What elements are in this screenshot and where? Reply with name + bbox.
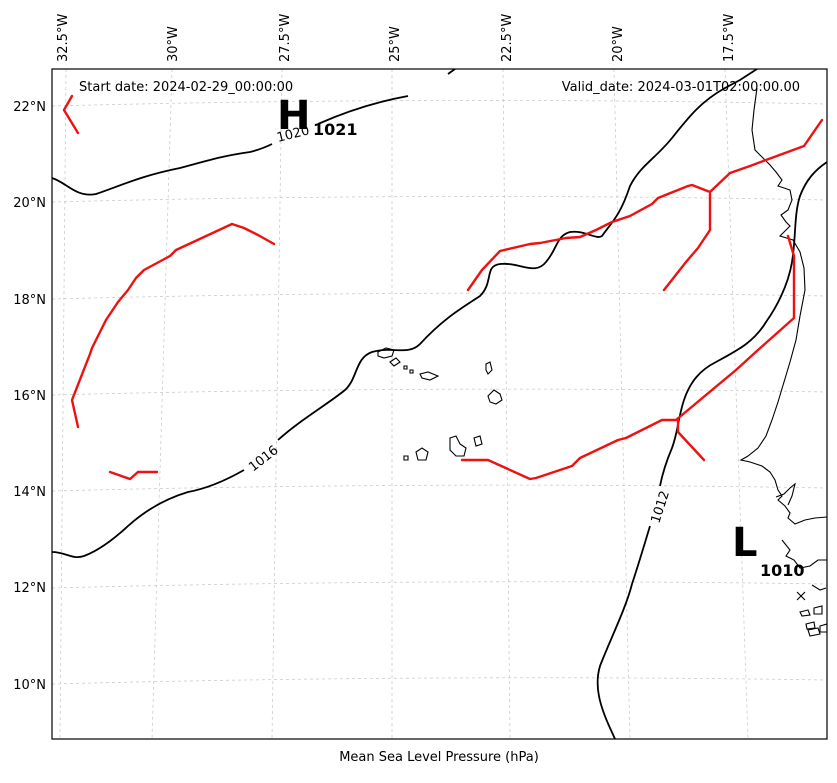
- front-line: [466, 118, 824, 292]
- contour-label-1012: 1012: [649, 489, 673, 525]
- lat-tick-label: 22°N: [13, 100, 46, 115]
- island: [485, 361, 493, 375]
- lat-tick-label: 10°N: [13, 678, 46, 693]
- bijagos-island: [807, 627, 821, 637]
- front-line: [662, 192, 712, 292]
- isobar-1016: [277, 69, 758, 441]
- front-line: [108, 470, 159, 481]
- bijagos-island: [819, 623, 827, 633]
- lon-tick-label: 22.5°W: [500, 14, 515, 62]
- longitude-tick-labels: 32.5°W 30°W 27.5°W 25°W 22.5°W 20°W 17.5…: [56, 14, 737, 62]
- lon-tick-label: 27.5°W: [278, 14, 293, 62]
- low-pressure-center: L 1010: [732, 520, 805, 580]
- lat-tick-label: 18°N: [13, 293, 46, 308]
- lon-tick-label: 32.5°W: [56, 14, 71, 62]
- lon-tick-label: 25°W: [388, 26, 403, 62]
- island: [473, 435, 483, 447]
- isobar-1016: [52, 469, 245, 558]
- high-pressure-value: 1021: [313, 120, 358, 139]
- front-line: [70, 222, 276, 429]
- isobar-1020-north: [447, 69, 456, 75]
- gridlines: [52, 69, 827, 739]
- lat-tick-label: 12°N: [13, 581, 46, 596]
- start-date-label: Start date: 2024-02-29_00:00:00: [79, 80, 293, 95]
- isobar-1020: [317, 95, 409, 125]
- front-line: [62, 94, 80, 135]
- bijagos-island: [813, 605, 823, 615]
- isobar-1020: [52, 143, 273, 196]
- lat-tick-label: 20°N: [13, 196, 46, 211]
- high-pressure-symbol: H: [277, 93, 310, 139]
- map-plot-area: H 1021 L 1010 1020 1016 1012: [52, 69, 827, 739]
- bijagos-island: [799, 609, 811, 617]
- x-axis-label: Mean Sea Level Pressure (hPa): [339, 750, 539, 765]
- front-line: [676, 418, 706, 462]
- isobar-1016-east: [659, 161, 827, 487]
- lat-tick-label: 14°N: [13, 485, 46, 500]
- low-pressure-symbol: L: [732, 520, 758, 566]
- island: [403, 455, 409, 461]
- lon-tick-label: 17.5°W: [722, 14, 737, 62]
- isobar-1012: [596, 525, 651, 739]
- island: [415, 447, 429, 461]
- low-pressure-value: 1010: [760, 561, 805, 580]
- island: [403, 365, 408, 370]
- map-frame: [51, 68, 828, 740]
- high-pressure-center: H 1021: [277, 93, 358, 139]
- island: [389, 357, 401, 367]
- latitude-tick-labels: 22°N 20°N 18°N 16°N 14°N 12°N 10°N: [13, 100, 46, 693]
- island: [419, 371, 440, 381]
- island: [487, 389, 503, 405]
- lon-tick-label: 20°W: [611, 26, 626, 62]
- lon-tick-label: 30°W: [166, 26, 181, 62]
- lat-tick-label: 16°N: [13, 389, 46, 404]
- valid-date-label: Valid_date: 2024-03-01T02:00:00.00: [562, 80, 800, 95]
- fronts: [62, 94, 824, 481]
- island: [409, 369, 414, 374]
- front-line: [460, 234, 796, 481]
- bijagos-island: [805, 621, 816, 630]
- coastline: [739, 87, 827, 637]
- cape-verde-islands: [377, 347, 503, 461]
- isobars: [52, 69, 827, 739]
- island: [449, 435, 467, 457]
